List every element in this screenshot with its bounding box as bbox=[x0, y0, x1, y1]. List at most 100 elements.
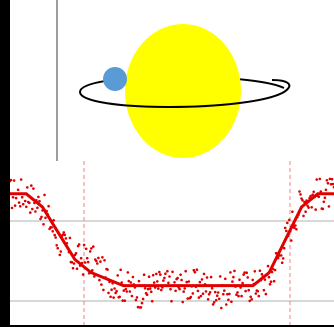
observation-point bbox=[197, 296, 201, 299]
observation-point bbox=[79, 256, 83, 260]
observation-point bbox=[42, 223, 45, 226]
observation-point bbox=[168, 275, 171, 278]
observation-point bbox=[83, 261, 87, 264]
observation-point bbox=[29, 211, 32, 214]
observation-point bbox=[169, 287, 172, 291]
observation-point bbox=[100, 283, 103, 286]
observation-point bbox=[140, 301, 144, 305]
planet-body bbox=[103, 67, 127, 91]
observation-point bbox=[19, 178, 23, 181]
observation-point bbox=[99, 260, 102, 263]
observation-point bbox=[63, 233, 67, 237]
observation-point bbox=[302, 214, 305, 218]
observation-point bbox=[225, 303, 228, 306]
observation-point bbox=[50, 226, 53, 229]
observation-point bbox=[319, 190, 323, 193]
observation-point bbox=[179, 273, 182, 276]
observation-point bbox=[81, 273, 85, 276]
observation-point bbox=[171, 270, 174, 274]
observation-point bbox=[124, 287, 128, 291]
observation-point bbox=[183, 287, 186, 290]
observation-points bbox=[10, 177, 334, 310]
observation-point bbox=[280, 261, 284, 264]
observation-point bbox=[195, 268, 199, 271]
observation-point bbox=[331, 182, 334, 186]
observation-point bbox=[85, 256, 89, 260]
observation-point bbox=[304, 210, 307, 213]
observation-point bbox=[92, 245, 95, 248]
observation-point bbox=[54, 236, 57, 239]
observation-point bbox=[84, 247, 88, 251]
observation-point bbox=[151, 273, 155, 277]
observation-point bbox=[174, 289, 177, 293]
observation-point bbox=[184, 269, 187, 273]
observation-point bbox=[103, 259, 106, 262]
observation-point bbox=[156, 280, 159, 283]
observation-point bbox=[282, 246, 286, 250]
observation-point bbox=[307, 206, 310, 209]
observation-point bbox=[82, 243, 86, 247]
observation-point bbox=[71, 266, 75, 270]
observation-point bbox=[240, 294, 243, 298]
observation-point bbox=[201, 292, 205, 295]
star-body bbox=[125, 24, 241, 158]
observation-point bbox=[145, 293, 149, 297]
observation-point bbox=[227, 298, 230, 302]
observation-point bbox=[241, 281, 244, 285]
observation-point bbox=[39, 217, 42, 221]
observation-point bbox=[59, 250, 63, 253]
observation-point bbox=[290, 239, 293, 242]
observation-point bbox=[13, 204, 17, 207]
observation-point bbox=[162, 279, 165, 282]
observation-point bbox=[323, 196, 327, 199]
observation-point bbox=[142, 273, 146, 276]
observation-point bbox=[178, 287, 181, 291]
observation-point bbox=[223, 289, 226, 292]
observation-point bbox=[298, 190, 301, 193]
observation-point bbox=[158, 270, 161, 274]
observation-point bbox=[137, 279, 141, 283]
observation-point bbox=[312, 190, 316, 194]
observation-point bbox=[200, 278, 204, 281]
observation-point bbox=[230, 300, 233, 303]
observation-point bbox=[193, 270, 197, 274]
observation-point bbox=[269, 280, 273, 283]
observation-point bbox=[288, 218, 291, 222]
observation-point bbox=[204, 290, 208, 293]
orbit-panel bbox=[10, 0, 334, 161]
observation-point bbox=[226, 292, 229, 296]
observation-point bbox=[311, 193, 315, 196]
observation-point bbox=[127, 279, 131, 283]
orbit-front-arc bbox=[79, 79, 291, 108]
observation-point bbox=[173, 281, 176, 284]
observation-point bbox=[96, 262, 99, 265]
observation-point bbox=[160, 288, 163, 292]
observation-point bbox=[134, 298, 138, 302]
observation-point bbox=[131, 275, 135, 279]
observation-point bbox=[149, 290, 153, 293]
observation-point bbox=[170, 299, 173, 303]
observation-point bbox=[218, 275, 222, 278]
observation-point bbox=[286, 221, 289, 225]
observation-point bbox=[268, 282, 272, 286]
observation-point bbox=[128, 290, 132, 293]
observation-point bbox=[247, 288, 250, 292]
observation-point bbox=[61, 233, 65, 236]
observation-point bbox=[129, 281, 133, 284]
observation-point bbox=[98, 278, 101, 282]
observation-point bbox=[31, 207, 34, 211]
observation-point bbox=[122, 289, 126, 292]
observation-point bbox=[109, 295, 112, 299]
observation-point bbox=[192, 268, 196, 272]
observation-point bbox=[222, 292, 225, 296]
observation-point bbox=[196, 289, 200, 293]
observation-point bbox=[325, 179, 329, 182]
observation-point bbox=[245, 271, 248, 274]
observation-point bbox=[155, 272, 158, 276]
observation-point bbox=[146, 287, 150, 291]
observation-point bbox=[115, 289, 118, 293]
observation-point bbox=[328, 177, 332, 181]
observation-point bbox=[291, 210, 294, 213]
observation-point bbox=[256, 289, 260, 293]
observation-point bbox=[232, 275, 235, 279]
